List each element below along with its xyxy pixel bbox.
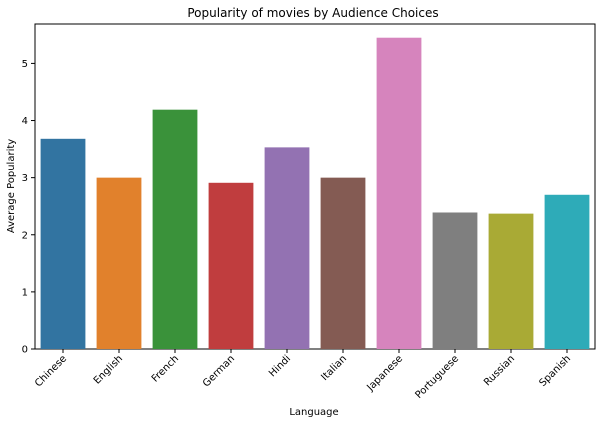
bar-hindi	[264, 147, 310, 349]
y-axis-label: Average Popularity	[6, 139, 17, 233]
bar-french	[152, 109, 198, 350]
x-tick-label: Hindi	[267, 353, 293, 379]
chart-title: Popularity of movies by Audience Choices	[187, 6, 438, 20]
bar-russian	[488, 213, 534, 349]
x-tick-label: English	[92, 353, 125, 386]
y-tick-label: 0	[22, 345, 28, 356]
y-tick-label: 5	[22, 59, 28, 70]
bar-japanese	[376, 37, 422, 350]
bars-group	[40, 37, 590, 350]
y-tick-label: 1	[22, 287, 28, 298]
bar-chinese	[40, 138, 86, 349]
y-tick-label: 3	[22, 173, 28, 184]
x-tick-label: French	[150, 353, 181, 384]
x-tick-label: Japanese	[365, 353, 406, 394]
x-tick-label: Spanish	[537, 353, 573, 389]
x-tick-label: Russian	[482, 353, 517, 388]
bar-english	[96, 177, 142, 349]
x-axis-label: Language	[289, 407, 338, 418]
x-tick-label: Italian	[319, 353, 349, 383]
plot-frame	[34, 23, 596, 350]
x-tick-label: Portuguese	[413, 353, 461, 401]
x-tick-label: Chinese	[33, 353, 69, 389]
y-tick-label: 4	[22, 116, 28, 127]
bar-portuguese	[432, 212, 478, 349]
y-axis: 0 1 2 3 4 5	[22, 59, 35, 356]
bar-german	[208, 182, 254, 349]
bar-spanish	[544, 194, 590, 349]
x-axis: Chinese English French German Hindi Italian Ja…	[33, 349, 573, 401]
y-tick-label: 2	[22, 230, 28, 241]
plot-area: 0 1 2 3 4 5 Chinese English French German Hindi It…	[22, 23, 596, 401]
x-tick-label: German	[201, 353, 237, 389]
bar-italian	[320, 177, 366, 349]
